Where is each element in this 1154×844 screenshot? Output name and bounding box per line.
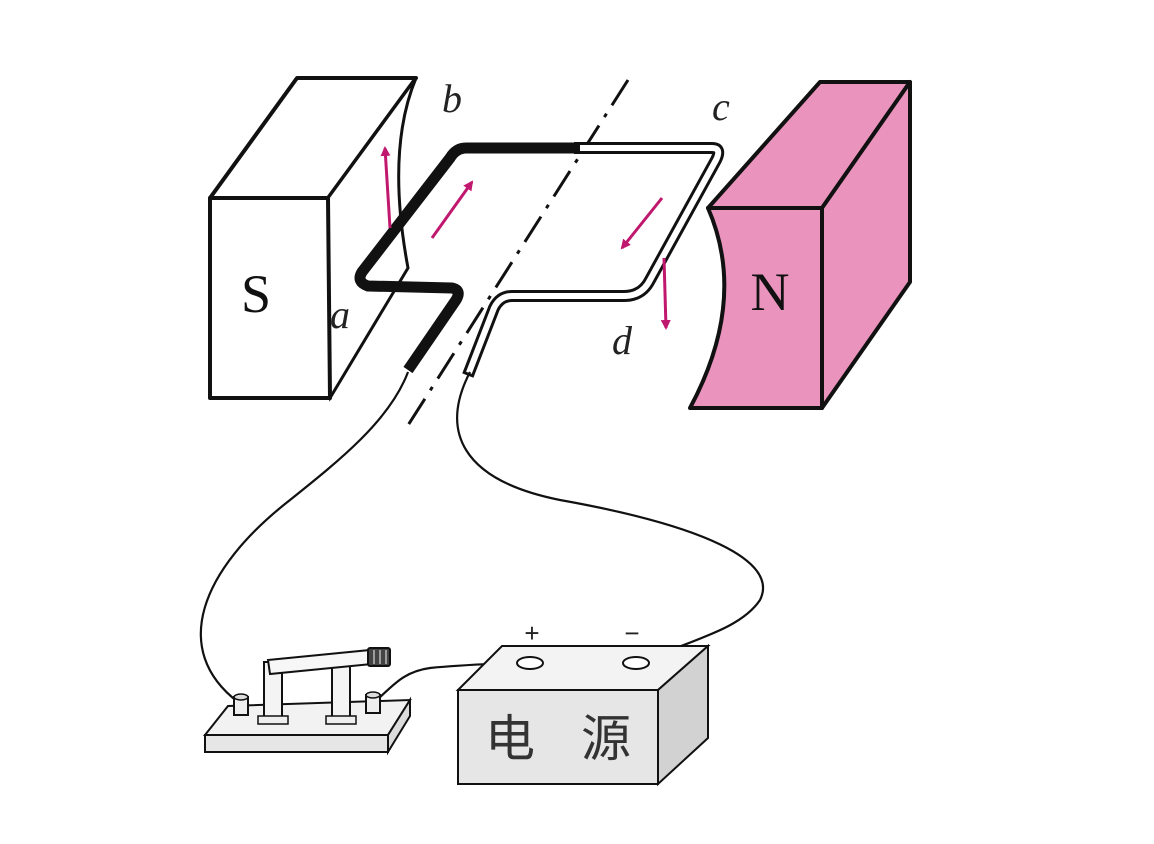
battery-label-right: 源 (581, 710, 631, 768)
south-magnet-front-face (208, 196, 332, 400)
power-supply: + − 电 源 (455, 618, 711, 787)
current-arrow-cd (620, 197, 664, 250)
current-arrow-ab (430, 180, 474, 239)
switch-blade[interactable] (266, 648, 374, 676)
coil-wire-white-inner (466, 145, 722, 374)
wire-coil-to-switch (199, 371, 410, 703)
coil-wire-black (354, 142, 580, 374)
switch-base-side (387, 696, 411, 756)
coil-label-c: c (712, 84, 730, 129)
knife-switch[interactable] (202, 647, 412, 756)
switch-base-front (204, 734, 389, 753)
coil (354, 142, 725, 378)
rotation-axis (403, 79, 630, 431)
coil-label-d: d (612, 318, 633, 363)
wire-coil-to-battery-negative (456, 371, 765, 664)
force-arrow-up (380, 146, 392, 229)
north-pole-label: N (751, 262, 790, 322)
coil-label-a: a (330, 292, 350, 337)
south-magnet: S (208, 76, 418, 402)
coil-wire-white-outer (462, 142, 725, 378)
force-arrows (380, 146, 671, 330)
coil-label-b: b (442, 76, 462, 121)
north-magnet-front-face (688, 206, 824, 410)
battery-front-face (457, 689, 659, 785)
south-pole-label: S (241, 264, 271, 324)
battery-negative-terminal (622, 656, 650, 670)
north-magnet: N (688, 80, 912, 410)
force-arrow-down (660, 257, 671, 330)
battery-positive-sign: + (524, 618, 539, 648)
battery-positive-terminal (516, 656, 544, 670)
battery-label-left: 电 (485, 710, 535, 768)
battery-negative-sign: − (624, 618, 639, 648)
